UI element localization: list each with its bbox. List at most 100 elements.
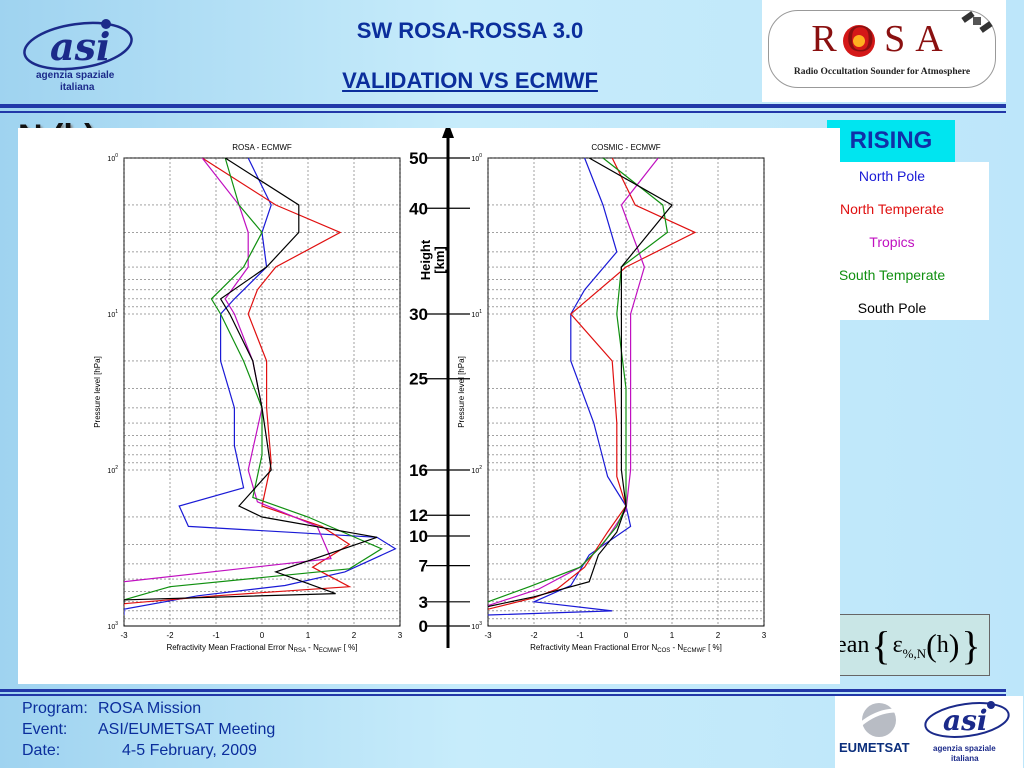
y-tick-label: 101 bbox=[471, 309, 482, 319]
asi-small-text-1: agenzia spaziale bbox=[933, 744, 996, 753]
y-axis-label: Pressure level [hPa] bbox=[93, 356, 102, 428]
y-tick-exponent: 1 bbox=[479, 309, 482, 315]
svg-text:asi: asi bbox=[943, 704, 988, 737]
y-tick-exponent: 2 bbox=[479, 465, 482, 471]
height-axis-label-1: Height bbox=[418, 239, 433, 280]
asi-logo-text-2: italiana bbox=[60, 82, 95, 93]
asi-logo-small-icon: asi bbox=[924, 701, 1010, 738]
y-tick-exponent: 1 bbox=[115, 309, 118, 315]
x-tick-label: -1 bbox=[576, 631, 584, 640]
formula-arg: h bbox=[936, 631, 949, 658]
x-tick-label: -1 bbox=[212, 631, 220, 640]
height-tick-label: 7 bbox=[419, 557, 428, 576]
height-tick-label: 0 bbox=[419, 617, 428, 636]
y-tick-label: 102 bbox=[471, 465, 482, 475]
x-tick-label: -3 bbox=[484, 631, 492, 640]
x-axis-label: Refractivity Mean Fractional Error NRSA … bbox=[166, 643, 357, 654]
rising-label: RISING bbox=[827, 120, 955, 162]
height-tick-label: 25 bbox=[409, 370, 428, 389]
formula-paren-close: ) bbox=[948, 626, 960, 663]
formula-epsilon: ε bbox=[892, 631, 903, 658]
x-label-end: [ %] bbox=[706, 643, 722, 652]
height-tick-label: 12 bbox=[409, 506, 428, 525]
height-axis-label-2: [km] bbox=[432, 246, 447, 273]
footer-divider bbox=[0, 689, 1006, 692]
footer-program-value: ROSA Mission bbox=[98, 700, 202, 717]
y-tick-label: 103 bbox=[471, 621, 482, 631]
footer-info: Program: ROSA Mission Event: ASI/EUMETSAT … bbox=[22, 698, 292, 761]
x-tick-label: -2 bbox=[530, 631, 538, 640]
x-axis-label: Refractivity Mean Fractional Error NCOS … bbox=[530, 643, 722, 654]
height-axis-arrow bbox=[442, 122, 454, 138]
footer-divider-thin bbox=[0, 694, 1006, 696]
asi-logo-icon: asi bbox=[23, 19, 133, 71]
x-label-sub1: RSA bbox=[294, 648, 306, 654]
charts-panel: -3 -2 -1 0 1 2 3 100 101 102 103 ROSA - ECMWF Pressu… bbox=[18, 122, 840, 684]
height-tick-label: 10 bbox=[409, 527, 428, 546]
series-line-north-temperate bbox=[488, 158, 697, 610]
x-tick-label: 0 bbox=[624, 631, 629, 640]
x-label-mid: - N bbox=[670, 643, 683, 652]
y-tick-exponent: 0 bbox=[479, 153, 482, 159]
series-line-south-temperate bbox=[488, 158, 669, 603]
slide-title: SW ROSA-ROSSA 3.0 bbox=[356, 18, 584, 43]
svg-text:asi: asi bbox=[50, 24, 110, 69]
chart-title: ROSA - ECMWF bbox=[232, 143, 292, 152]
legend-item-north-temperate: North Temperate bbox=[839, 201, 944, 217]
footer-program-key: Program: bbox=[22, 700, 88, 717]
eumetsat-logo-text: EUMETSAT bbox=[839, 740, 910, 755]
eumetsat-globe-icon bbox=[859, 703, 910, 737]
x-label-sub1: COS bbox=[657, 648, 670, 654]
footer-event-value: ASI/EUMETSAT Meeting bbox=[98, 721, 276, 738]
height-tick-label: 30 bbox=[409, 305, 428, 324]
footer-logos: EUMETSAT asi agenzia spaziale italiana bbox=[835, 696, 1023, 768]
x-tick-label: 3 bbox=[398, 631, 403, 640]
height-tick-label: 16 bbox=[409, 461, 428, 480]
formula-paren-open: ( bbox=[926, 626, 937, 663]
x-tick-label: -2 bbox=[166, 631, 174, 640]
asi-logo-text-1: agenzia spaziale bbox=[36, 70, 115, 81]
x-tick-label: 2 bbox=[352, 631, 357, 640]
chart-rosa-ecmwf: -3 -2 -1 0 1 2 3 100 101 102 103 ROSA - ECMWF Pressu… bbox=[93, 143, 403, 654]
x-label-end: [ %] bbox=[342, 643, 358, 652]
y-tick-exponent: 3 bbox=[115, 621, 118, 627]
y-tick-label: 100 bbox=[471, 153, 482, 163]
legend-item-south-temperate: South Temperate bbox=[838, 267, 946, 283]
x-tick-label: -3 bbox=[120, 631, 128, 640]
header-divider-thin bbox=[0, 111, 1006, 113]
formula-brace-open: { bbox=[871, 622, 891, 668]
y-tick-label: 100 bbox=[107, 153, 118, 163]
x-label-main: Refractivity Mean Fractional Error N bbox=[166, 643, 293, 652]
y-tick-label: 102 bbox=[107, 465, 118, 475]
footer-date-key: Date: bbox=[22, 742, 61, 759]
rosa-logo-title: ROSA bbox=[811, 18, 953, 60]
rosa-logo: ROSA Radio Occultation Sounder for Atmos… bbox=[762, 0, 1006, 102]
rosa-logo-subtitle: Radio Occultation Sounder for Atmosphere bbox=[793, 67, 971, 77]
height-tick-label: 40 bbox=[409, 199, 428, 218]
y-tick-label: 103 bbox=[107, 621, 118, 631]
legend-item-tropics: Tropics bbox=[869, 234, 915, 250]
chart-title: COSMIC - ECMWF bbox=[591, 143, 660, 152]
x-tick-label: 2 bbox=[716, 631, 721, 640]
asi-logo: asi agenzia spaziale italiana bbox=[20, 14, 140, 94]
asi-small-text-2: italiana bbox=[951, 754, 979, 763]
y-axis-label: Pressure level [hPa] bbox=[457, 356, 466, 428]
series-line-tropics bbox=[488, 158, 659, 607]
header-divider bbox=[0, 104, 1006, 108]
y-tick-label: 101 bbox=[107, 309, 118, 319]
footer-date-value: 4-5 February, 2009 bbox=[122, 742, 257, 759]
legend-item-north-pole: North Pole bbox=[858, 168, 926, 184]
satellite-icon bbox=[961, 11, 993, 33]
x-tick-label: 1 bbox=[306, 631, 311, 640]
series-line-north-pole bbox=[488, 158, 632, 616]
height-tick-label: 3 bbox=[419, 593, 428, 612]
height-tick-label: 50 bbox=[409, 149, 428, 168]
x-tick-label: 3 bbox=[762, 631, 767, 640]
chart-cosmic-ecmwf: -3 -2 -1 0 1 2 3 100 101 102 103 COSMIC - ECMWF Pres… bbox=[457, 143, 767, 654]
x-tick-label: 0 bbox=[260, 631, 265, 640]
x-label-sub2: ECMWF bbox=[319, 648, 342, 654]
y-tick-exponent: 3 bbox=[479, 621, 482, 627]
x-label-main: Refractivity Mean Fractional Error N bbox=[530, 643, 657, 652]
